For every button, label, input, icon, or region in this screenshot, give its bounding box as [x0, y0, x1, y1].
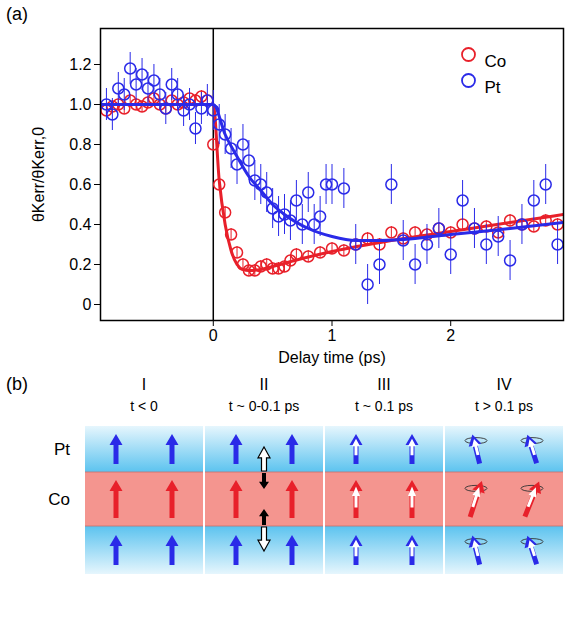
svg-text:t > 0.1 ps: t > 0.1 ps [475, 398, 533, 414]
svg-text:0.8: 0.8 [69, 136, 91, 153]
svg-text:0: 0 [209, 327, 218, 344]
html-text:(a): (a) [6, 4, 28, 24]
svg-text:II: II [260, 376, 269, 393]
svg-text:III: III [377, 376, 390, 393]
svg-text:1.0: 1.0 [69, 96, 91, 113]
svg-text:0.2: 0.2 [69, 256, 91, 273]
svg-text:t ~ 0.1 ps: t ~ 0.1 ps [355, 398, 413, 414]
svg-text:Co: Co [48, 490, 70, 509]
svg-text:Pt: Pt [54, 440, 70, 459]
svg-text:Pt: Pt [485, 78, 501, 97]
svg-text:2: 2 [446, 327, 455, 344]
svg-text:1.2: 1.2 [69, 56, 91, 73]
svg-text:1: 1 [328, 327, 337, 344]
svg-text:(b): (b) [6, 374, 28, 394]
svg-text:I: I [142, 376, 146, 393]
svg-text:t < 0: t < 0 [130, 398, 158, 414]
svg-text:t ~ 0-0.1 ps: t ~ 0-0.1 ps [229, 398, 299, 414]
svg-text:θKerr/θKerr,0: θKerr/θKerr,0 [30, 127, 47, 222]
svg-text:IV: IV [496, 376, 511, 393]
svg-text:0.4: 0.4 [69, 216, 91, 233]
svg-text:Co: Co [485, 52, 507, 71]
svg-text:Delay time (ps): Delay time (ps) [278, 349, 386, 366]
svg-text:0.6: 0.6 [69, 176, 91, 193]
svg-text:0: 0 [83, 296, 92, 313]
